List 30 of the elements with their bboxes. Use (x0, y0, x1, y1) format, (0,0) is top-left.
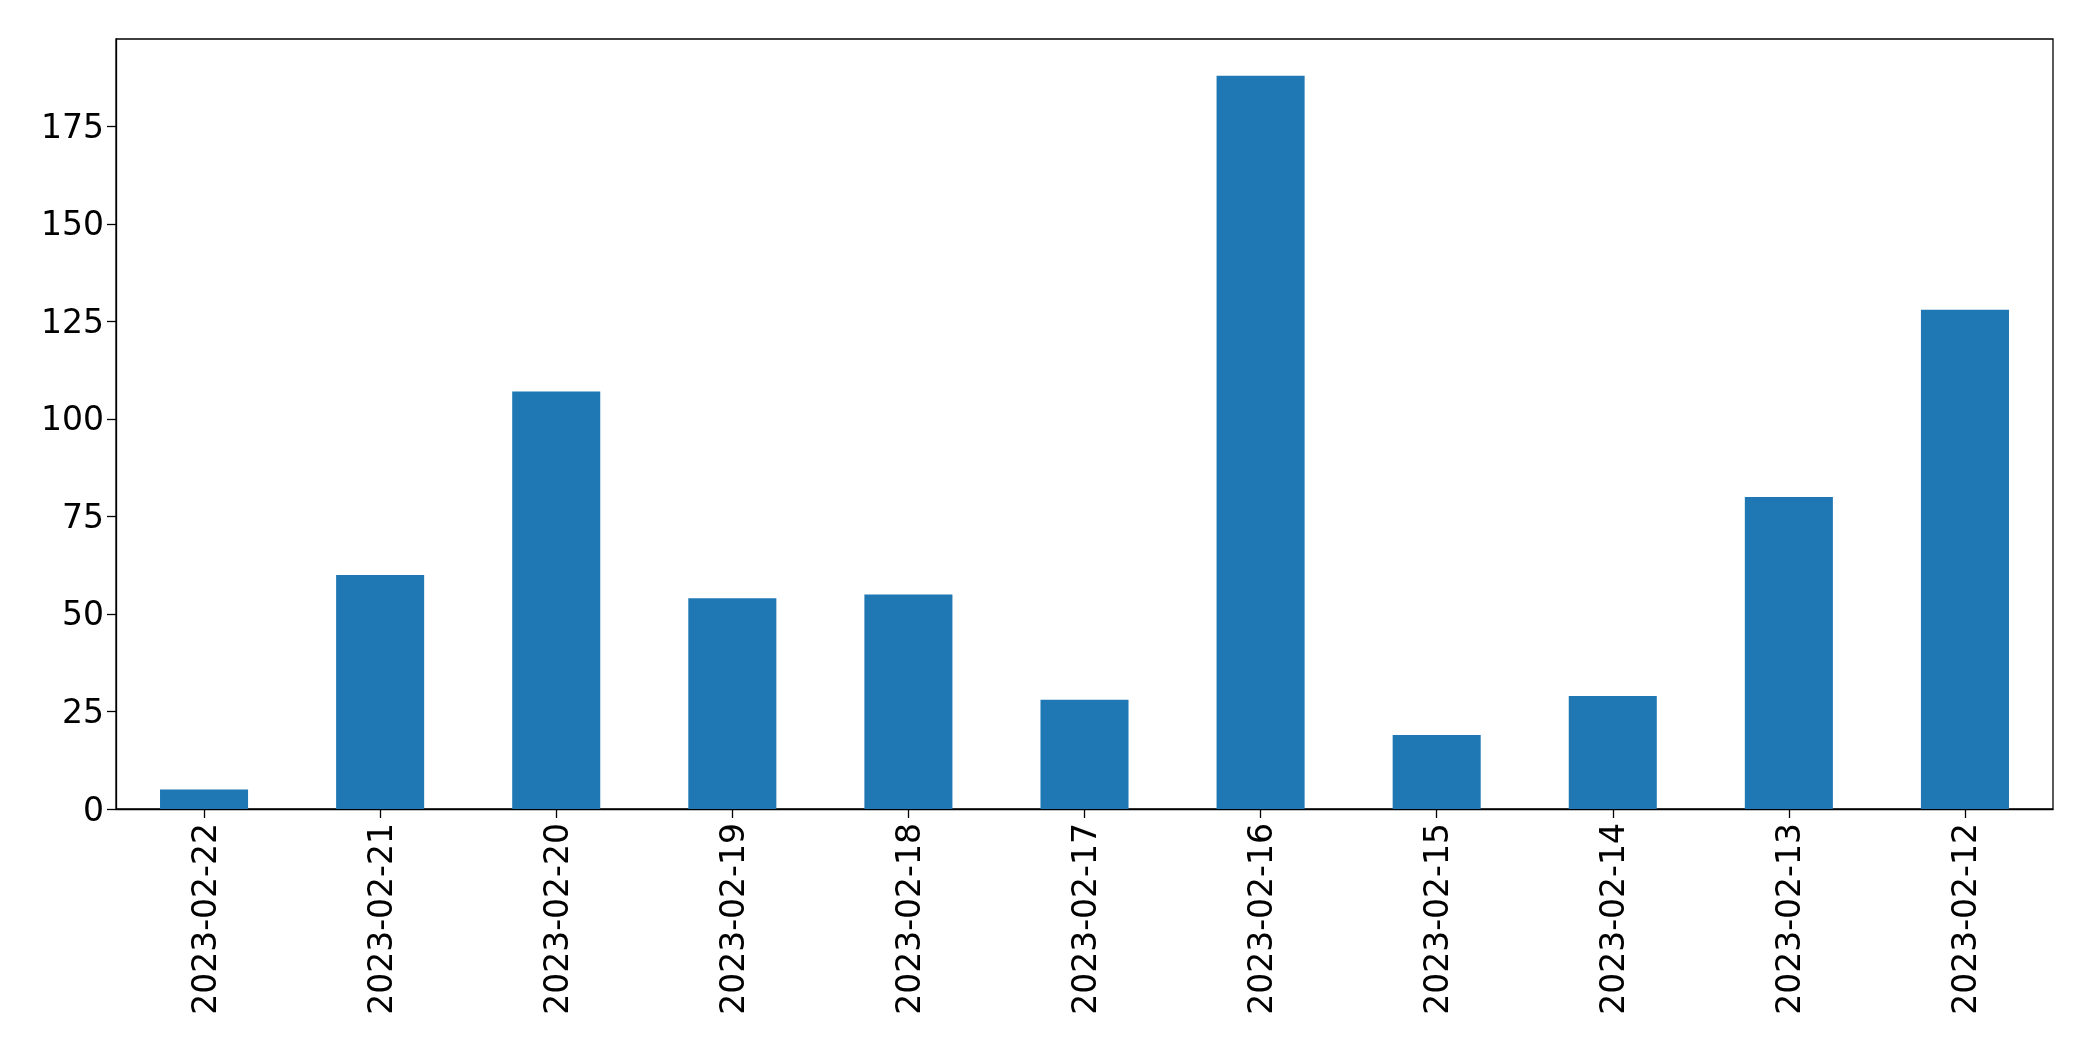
y-tick-label: 150 (41, 204, 104, 244)
x-tick-label: 2023-02-18 (888, 823, 928, 1015)
bar (1040, 699, 1129, 809)
bar (688, 598, 777, 809)
bar (864, 594, 953, 809)
x-tick-label: 2023-02-12 (1945, 823, 1985, 1015)
x-tick-label: 2023-02-17 (1065, 823, 1104, 1015)
bar (1392, 734, 1481, 809)
x-tick-label: 2023-02-15 (1417, 823, 1457, 1015)
bar (1568, 695, 1657, 809)
x-tick-label: 2023-02-20 (536, 823, 576, 1015)
y-tick-label: 125 (41, 301, 104, 341)
x-tick-label: 2023-02-22 (184, 823, 224, 1015)
x-tick-label: 2023-02-14 (1593, 823, 1633, 1015)
x-tick-label: 2023-02-13 (1769, 823, 1809, 1015)
y-tick-label: 75 (62, 496, 104, 536)
y-tick-label: 175 (41, 106, 104, 146)
bar (336, 574, 425, 809)
y-tick-label: 100 (41, 399, 104, 439)
bar (512, 391, 601, 809)
bar (1920, 309, 2009, 809)
bar (160, 789, 249, 809)
bar (1216, 75, 1305, 809)
x-tick-label: 2023-02-19 (712, 823, 752, 1015)
y-tick-label: 0 (83, 789, 104, 829)
bar (1744, 496, 1833, 809)
x-tick-label: 2023-02-21 (360, 823, 400, 1015)
y-tick-label: 50 (62, 594, 104, 634)
x-tick-label: 2023-02-16 (1241, 823, 1281, 1015)
y-tick-label: 25 (62, 691, 104, 731)
